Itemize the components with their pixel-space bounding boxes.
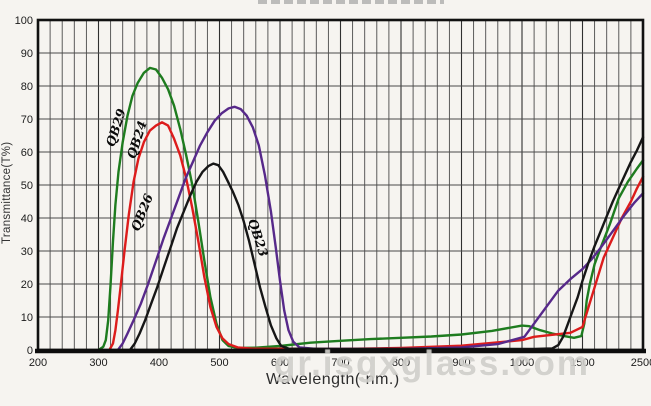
x-tick-label: 1000 xyxy=(510,357,534,369)
curve-QB26 xyxy=(116,105,645,352)
y-tick-label: 60 xyxy=(21,147,33,159)
y-tick-label: 90 xyxy=(21,48,33,60)
y-tick-label: 20 xyxy=(21,279,33,291)
x-tick-label: 600 xyxy=(271,357,289,369)
x-tick-label: 1500 xyxy=(570,357,594,369)
cropped-title-edge xyxy=(258,0,444,4)
y-tick-label: 100 xyxy=(15,15,33,27)
x-tick-label: 400 xyxy=(150,357,168,369)
x-tick-label: 300 xyxy=(89,357,107,369)
y-tick-label: 40 xyxy=(21,213,33,225)
x-tick-label: 800 xyxy=(392,357,410,369)
curve-QB24 xyxy=(108,121,645,352)
y-tick-label: 10 xyxy=(21,312,33,324)
y-tick-label: 30 xyxy=(21,246,33,258)
y-tick-label: 70 xyxy=(21,114,33,126)
x-axis-title: Wavelength( nm.) xyxy=(266,371,400,388)
y-tick-label: 0 xyxy=(27,345,33,357)
x-tick-label: 500 xyxy=(210,357,228,369)
x-tick-label: 900 xyxy=(452,357,470,369)
y-axis-title: Transmittance(T%) xyxy=(1,141,13,245)
x-tick-label: 200 xyxy=(29,357,47,369)
curve-QB23 xyxy=(128,136,645,352)
x-tick-label: 700 xyxy=(331,357,349,369)
y-tick-label: 80 xyxy=(21,81,33,93)
y-tick-label: 50 xyxy=(21,180,33,192)
